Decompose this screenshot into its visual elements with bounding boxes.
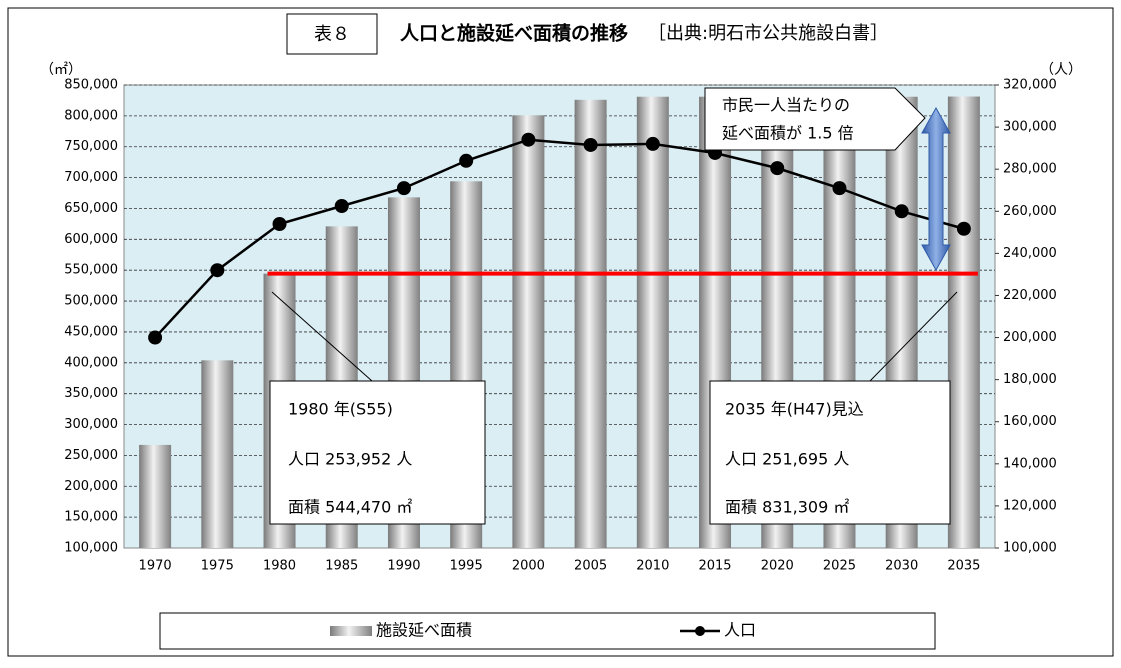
legend-label: 施設延べ面積: [376, 621, 472, 640]
point: [148, 330, 163, 345]
annotation: 面積 831,309 ㎡: [725, 498, 849, 517]
y-tick-label: 100,000: [64, 541, 118, 556]
x-tick-label: 2010: [636, 559, 669, 574]
x-tick-label: 2000: [512, 559, 545, 574]
point: [956, 221, 971, 236]
annotation: 延べ面積が 1.5 倍: [722, 124, 854, 143]
pointer: [271, 291, 373, 382]
bar: [947, 96, 980, 548]
annotation: 人口 253,952 人: [288, 450, 412, 469]
y-tick-label: 550,000: [64, 263, 118, 278]
y-tick-label: 350,000: [64, 386, 118, 401]
legend-label: 人口: [724, 621, 756, 640]
x-tick-label: 1995: [450, 559, 483, 574]
table-label-box: [286, 13, 378, 55]
y2-unit: （人）: [1040, 62, 1082, 78]
legend-marker: [695, 626, 705, 636]
table-label: 表８: [314, 24, 350, 45]
y2-tick-label: 200,000: [1003, 330, 1057, 345]
x-tick-label: 1980: [263, 559, 296, 574]
point: [521, 132, 536, 147]
y-tick-label: 150,000: [64, 510, 118, 525]
y-tick-label: 200,000: [64, 479, 118, 494]
y2-tick-label: 180,000: [1003, 372, 1057, 387]
point: [272, 217, 287, 232]
y-tick-label: 850,000: [64, 78, 118, 93]
x-tick-label: 2005: [574, 559, 607, 574]
y2-tick-label: 240,000: [1003, 246, 1057, 261]
y2-tick-label: 100,000: [1003, 541, 1057, 556]
x-tick-label: 2015: [698, 559, 731, 574]
bar: [636, 96, 669, 548]
y2-tick-label: 120,000: [1003, 498, 1057, 513]
annotation: 1980 年(S55): [288, 400, 393, 419]
point: [645, 136, 660, 151]
x-tick-label: 1970: [139, 559, 172, 574]
y-tick-label: 750,000: [64, 139, 118, 154]
chart-title: 人口と施設延べ面積の推移: [400, 22, 628, 45]
point: [770, 161, 785, 176]
x-tick-label: 2035: [947, 559, 980, 574]
y-tick-label: 500,000: [64, 294, 118, 309]
annotation: 人口 251,695 人: [725, 450, 849, 469]
y2-tick-label: 280,000: [1003, 162, 1057, 177]
x-tick-label: 1985: [325, 559, 358, 574]
annotation: 市民一人当たりの: [722, 96, 850, 115]
x-tick-label: 1990: [387, 559, 420, 574]
annotation-box: [269, 380, 486, 525]
y2-tick-label: 220,000: [1003, 288, 1057, 303]
y2-tick-label: 300,000: [1003, 120, 1057, 135]
annotation: 2035 年(H47)見込: [725, 400, 864, 419]
point: [583, 137, 598, 152]
legend: [159, 612, 936, 650]
y-unit: （㎡）: [40, 62, 82, 78]
y2-tick-label: 320,000: [1003, 78, 1057, 93]
y-tick-label: 300,000: [64, 417, 118, 432]
y-tick-label: 800,000: [64, 108, 118, 123]
point: [396, 181, 411, 196]
y-tick-label: 450,000: [64, 324, 118, 339]
point: [832, 181, 847, 196]
pointer: [869, 291, 958, 382]
point: [459, 153, 474, 168]
bar: [574, 99, 607, 548]
y-tick-label: 250,000: [64, 448, 118, 463]
bar: [512, 115, 545, 549]
x-tick-label: 1975: [201, 559, 234, 574]
y-tick-label: 400,000: [64, 355, 118, 370]
x-tick-label: 2020: [761, 559, 794, 574]
legend-swatch: [330, 626, 372, 636]
ratio-arrow: [921, 106, 951, 272]
y2-tick-label: 160,000: [1003, 414, 1057, 429]
line: [154, 138, 965, 339]
y2-tick-label: 260,000: [1003, 204, 1057, 219]
point: [894, 204, 909, 219]
y-tick-label: 600,000: [64, 232, 118, 247]
bar: [201, 360, 234, 548]
y-tick-label: 650,000: [64, 201, 118, 216]
y-tick-label: 700,000: [64, 170, 118, 185]
y2-tick-label: 140,000: [1003, 456, 1057, 471]
annotation-box: [709, 380, 951, 525]
point: [210, 263, 225, 278]
annotation: 面積 544,470 ㎡: [288, 498, 412, 517]
x-tick-label: 2030: [885, 559, 918, 574]
callout: [704, 87, 926, 151]
point: [334, 199, 349, 214]
source: ［出典:明石市公共施設白書］: [648, 23, 888, 44]
bar: [139, 444, 172, 548]
x-tick-label: 2025: [823, 559, 856, 574]
